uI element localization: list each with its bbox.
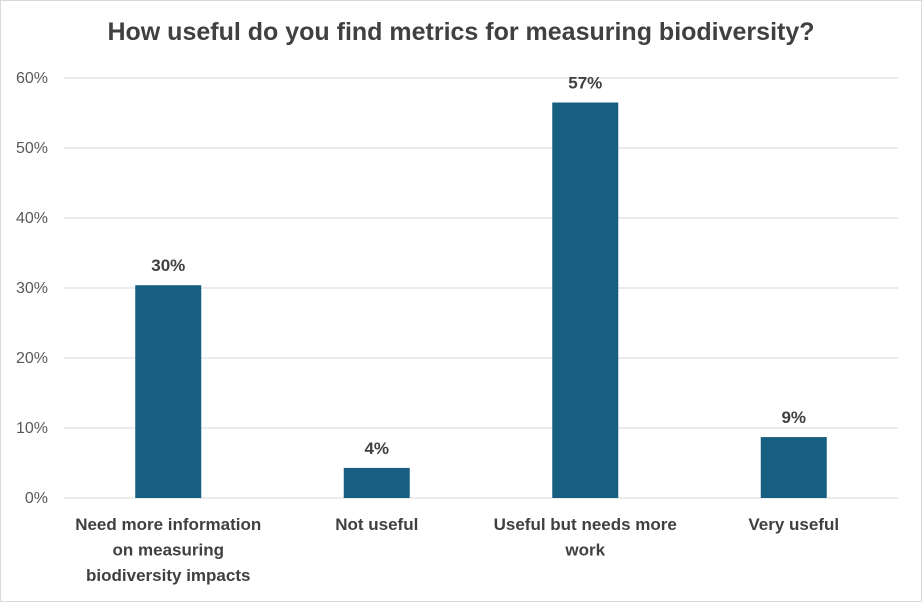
data-label: 30% — [151, 256, 185, 275]
x-tick-label: Useful but needs more work — [494, 515, 677, 560]
y-tick-label: 40% — [16, 210, 48, 227]
bar — [552, 102, 619, 498]
bar — [135, 285, 202, 498]
y-tick-label: 50% — [16, 140, 48, 157]
chart-title: How useful do you find metrics for measu… — [107, 18, 815, 46]
bar — [343, 467, 410, 498]
bar — [760, 437, 827, 498]
y-tick-label: 10% — [16, 420, 48, 437]
data-label: 57% — [568, 74, 602, 93]
x-tick-label: Not useful — [335, 515, 418, 534]
y-tick-label: 20% — [16, 350, 48, 367]
data-label: 4% — [364, 439, 389, 458]
x-tick-label: Need more information on measuring biodive… — [75, 515, 261, 585]
data-label: 9% — [781, 408, 806, 427]
x-tick-label: Very useful — [748, 515, 839, 534]
y-tick-label: 0% — [25, 490, 48, 507]
y-tick-label: 30% — [16, 280, 48, 297]
y-tick-label: 60% — [16, 70, 48, 87]
